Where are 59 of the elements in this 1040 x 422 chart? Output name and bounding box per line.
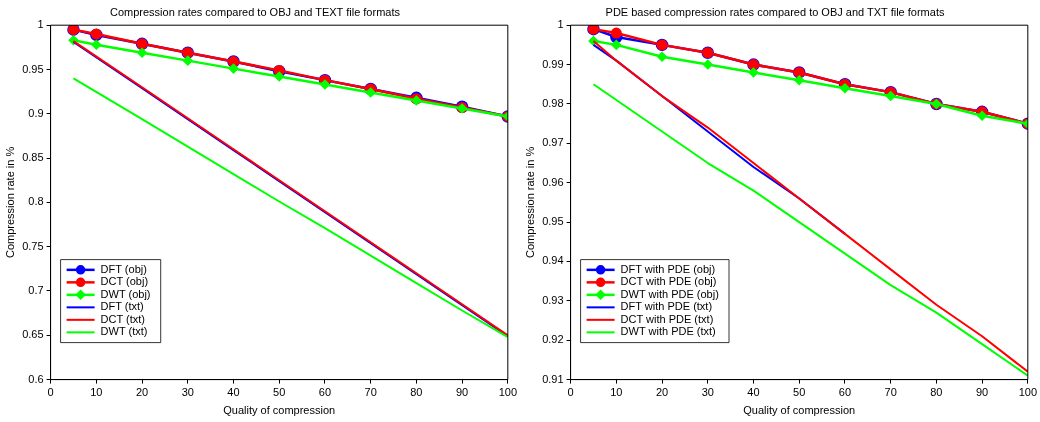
x-tick-label: 0 bbox=[47, 386, 54, 399]
legend-label: DWT (obj) bbox=[100, 287, 151, 300]
x-tick-label: 100 bbox=[1018, 386, 1037, 399]
x-tick-label: 100 bbox=[498, 386, 517, 399]
legend-label: DCT (txt) bbox=[100, 312, 146, 325]
y-tick-label: 0.98 bbox=[542, 96, 564, 109]
legend-label: DFT (obj) bbox=[100, 262, 147, 275]
x-tick-label: 30 bbox=[181, 386, 194, 399]
x-tick-label: 60 bbox=[318, 386, 332, 399]
legend-label: DCT (obj) bbox=[100, 275, 149, 288]
y-tick-label: 0.75 bbox=[22, 239, 44, 252]
y-tick-label: 0.96 bbox=[542, 175, 564, 188]
x-tick-label: 80 bbox=[930, 386, 943, 399]
x-tick-label: 30 bbox=[701, 386, 714, 399]
x-tick-label: 70 bbox=[364, 386, 377, 399]
y-tick-label: 0.95 bbox=[22, 62, 44, 75]
y-tick-label: 1 bbox=[37, 18, 44, 31]
y-tick-label: 0.94 bbox=[542, 254, 564, 267]
legend-label: DFT (txt) bbox=[100, 300, 144, 313]
x-tick-label: 80 bbox=[410, 386, 423, 399]
chart-title: Compression rates compared to OBJ and TEXT file formats bbox=[110, 5, 401, 18]
y-tick-label: 0.91 bbox=[542, 372, 564, 385]
x-tick-label: 10 bbox=[90, 386, 103, 399]
legend-label: DWT with PDE (obj) bbox=[620, 287, 719, 300]
y-axis-title: Compression rate in % bbox=[3, 146, 16, 259]
y-tick-label: 0.93 bbox=[542, 293, 564, 306]
x-tick-label: 20 bbox=[655, 386, 669, 399]
x-tick-label: 40 bbox=[227, 386, 240, 399]
y-tick-label: 0.95 bbox=[542, 215, 564, 228]
x-tick-label: 40 bbox=[747, 386, 760, 399]
x-tick-label: 70 bbox=[884, 386, 897, 399]
y-tick-label: 0.9 bbox=[28, 106, 44, 119]
x-tick-label: 90 bbox=[975, 386, 989, 399]
x-tick-label: 20 bbox=[135, 386, 149, 399]
y-tick-label: 0.8 bbox=[28, 195, 44, 208]
y-tick-label: 1 bbox=[557, 18, 564, 31]
x-axis-title: Quality of compression bbox=[743, 404, 856, 417]
x-tick-label: 50 bbox=[793, 386, 806, 399]
legend-label: DFT with PDE (obj) bbox=[620, 262, 716, 275]
legend-label: DFT with PDE (txt) bbox=[620, 300, 713, 313]
x-axis-title: Quality of compression bbox=[223, 404, 336, 417]
y-axis-title: Compression rate in % bbox=[523, 146, 536, 259]
chart-title: PDE based compression rates compared to OBJ and TXT file formats bbox=[605, 5, 945, 18]
y-tick-label: 0.85 bbox=[22, 151, 44, 164]
x-tick-label: 90 bbox=[455, 386, 469, 399]
x-tick-label: 50 bbox=[273, 386, 286, 399]
x-tick-label: 0 bbox=[567, 386, 574, 399]
legend-label: DWT with PDE (txt) bbox=[620, 325, 716, 338]
y-tick-label: 0.92 bbox=[542, 333, 564, 346]
y-tick-label: 0.97 bbox=[542, 136, 564, 149]
legend-label: DWT (txt) bbox=[100, 325, 148, 338]
legend-label: DCT with PDE (obj) bbox=[620, 275, 717, 288]
x-tick-label: 10 bbox=[610, 386, 623, 399]
legend-label: DCT with PDE (txt) bbox=[620, 312, 714, 325]
x-tick-label: 60 bbox=[838, 386, 852, 399]
y-tick-label: 0.65 bbox=[22, 328, 44, 341]
y-tick-label: 0.6 bbox=[28, 372, 44, 385]
y-tick-label: 0.99 bbox=[542, 57, 564, 70]
y-tick-label: 0.7 bbox=[28, 284, 44, 297]
